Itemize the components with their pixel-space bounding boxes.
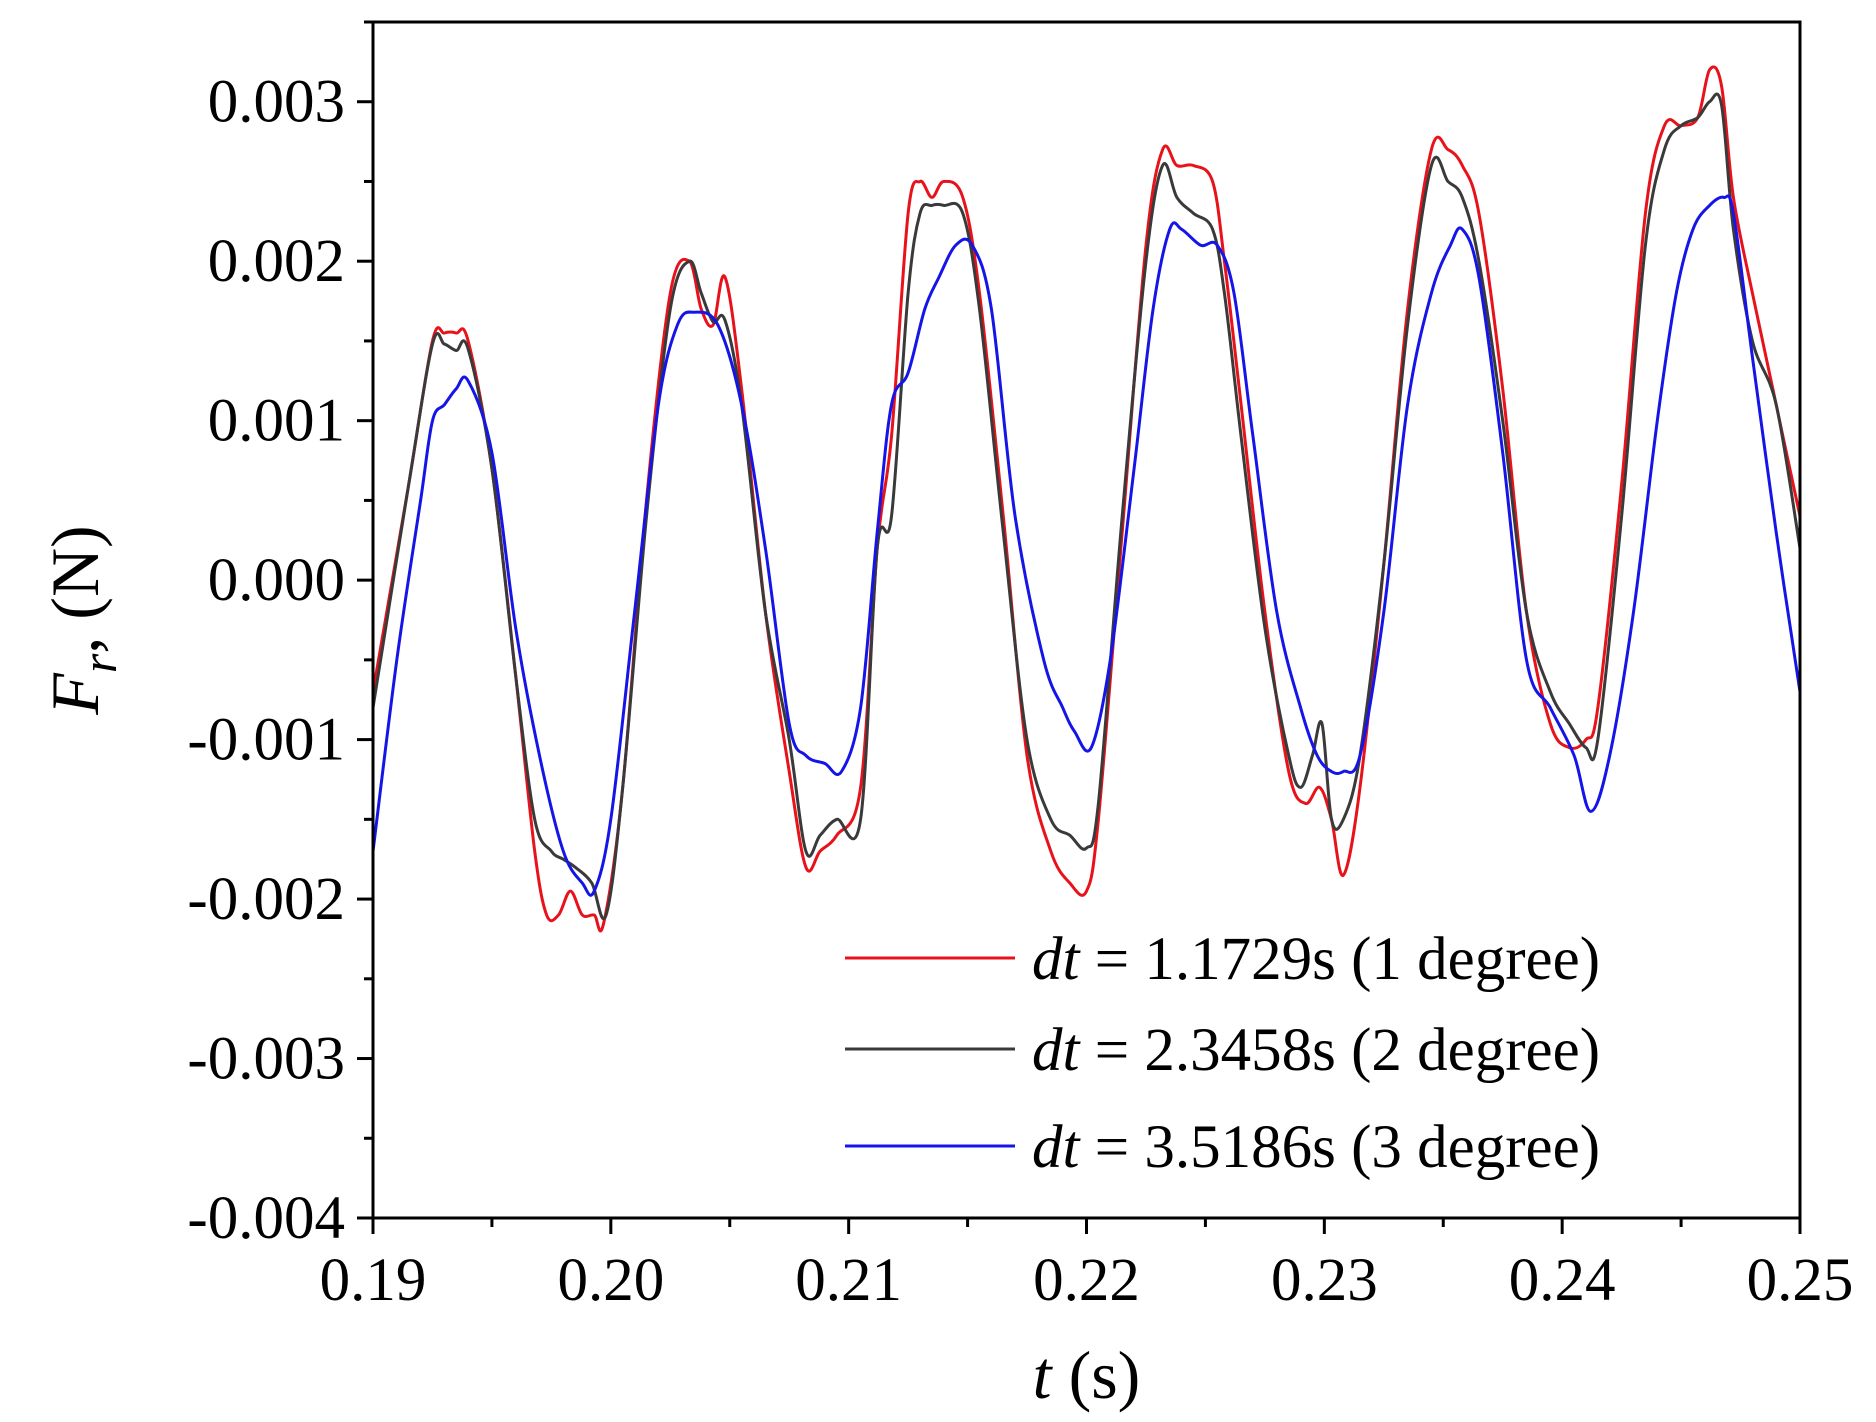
series-layer [371,65,1802,933]
legend-label-2: dt = 2.3458s (2 degree) [1032,1017,1600,1084]
y-tick-label: -0.004 [187,1185,345,1252]
series-line-1 [371,65,1802,933]
x-tick-label: 0.23 [1271,1247,1378,1314]
series-line-2 [371,92,1802,920]
x-tick-label: 0.19 [320,1247,427,1314]
ticks-layer [357,20,1802,1234]
legend-label-3: dt = 3.5186s (3 degree) [1032,1114,1600,1181]
legend-label-1: dt = 1.1729s (1 degree) [1032,926,1600,993]
y-tick-label: -0.003 [187,1026,345,1093]
y-tick-label: -0.001 [187,707,345,774]
x-axis-variable: t [1033,1337,1054,1413]
y-tick-label: 0.001 [208,388,345,455]
y-axis-subscript: r [71,653,127,673]
labels-layer: 0.19 0.20 0.21 0.22 0.23 0.24 0.25 -0.004 -0.003… [187,69,1853,1314]
y-tick-label: 0.002 [208,228,345,295]
y-tick-label: -0.002 [187,866,345,933]
x-tick-label: 0.21 [795,1247,902,1314]
x-tick-label: 0.20 [557,1247,664,1314]
x-axis-title: t (s) [1033,1337,1141,1413]
x-tick-label: 0.25 [1747,1247,1854,1314]
x-tick-label: 0.24 [1509,1247,1616,1314]
y-axis-title: Fr, (N) [37,525,127,715]
legend: dt = 1.1729s (1 degree) dt = 2.3458s (2 d… [845,926,1600,1181]
y-tick-label: 0.000 [208,547,345,614]
y-tick-label: 0.003 [208,69,345,136]
y-axis-unit: (N) [37,525,113,619]
y-axis-variable: F [37,672,113,716]
x-tick-label: 0.22 [1033,1247,1140,1314]
x-axis-unit: (s) [1069,1337,1141,1413]
series-line-3 [371,194,1802,897]
